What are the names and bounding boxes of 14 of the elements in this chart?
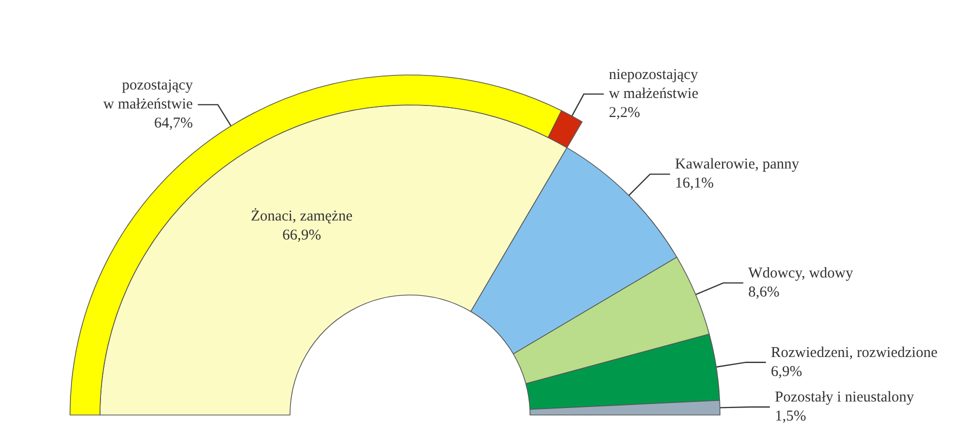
data-label: 2,2% [608, 105, 640, 122]
slice-label: Wdowcy, wdowy [748, 265, 854, 282]
data-label: 8,6% [748, 284, 780, 300]
slice-label: Kawalerowie, panny [675, 156, 800, 173]
data-label: 16,1% [675, 176, 714, 192]
slice-label: Żonaci, zamężne [250, 207, 353, 224]
slice-label: Pozostały i nieustalony [774, 389, 915, 406]
data-label: 66,9% [282, 227, 322, 244]
slice-label: pozostający w małżeństwie [103, 78, 194, 113]
data-label: 1,5% [774, 408, 806, 424]
data-label: 6,9% [770, 364, 802, 380]
slice-label: Rozwiedzeni, rozwiedzione [770, 344, 938, 361]
slice-label: niepozostający w małżeństwie [608, 67, 699, 102]
data-label: 64,7% [154, 116, 193, 132]
